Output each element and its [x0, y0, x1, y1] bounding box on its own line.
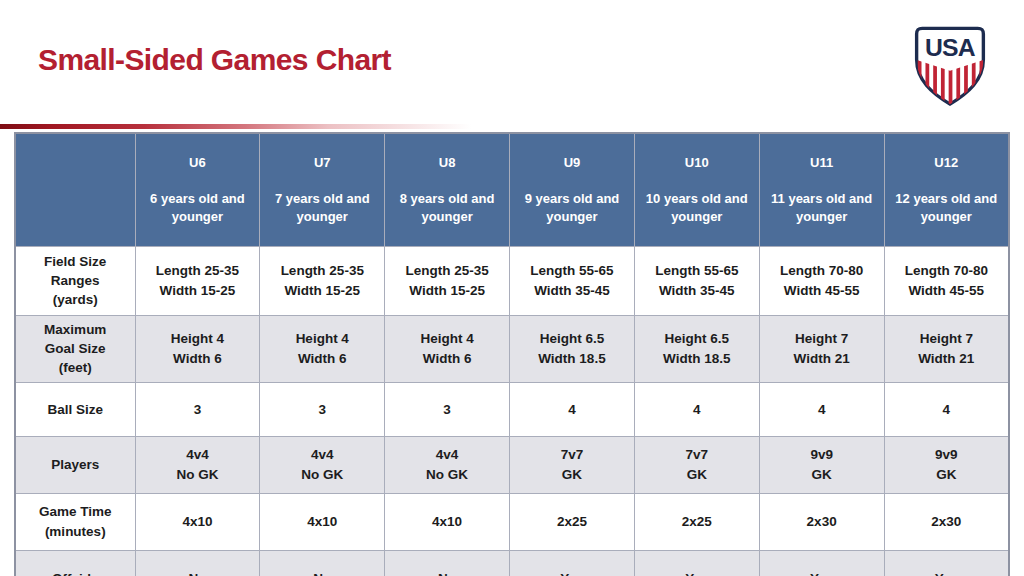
usa-soccer-crest-logo: USA [912, 25, 988, 109]
table-row-players: Players 4v4 No GK 4v4 No GK 4v4 No GK 7v… [15, 436, 1009, 493]
table-cell: 4 [759, 382, 884, 436]
table-cell: Length 70-80 Width 45-55 [759, 246, 884, 315]
table-row-offside: Offside No No No Yes Yes Yes Yes [15, 550, 1009, 576]
table-cell: Yes [884, 550, 1009, 576]
row-label-offside: Offside [15, 550, 135, 576]
table-cell: Height 7 Width 21 [884, 315, 1009, 382]
age-group-desc: 10 years old and younger [639, 190, 755, 226]
row-label-ball-size: Ball Size [15, 382, 135, 436]
age-group-desc: 12 years old and younger [889, 190, 1004, 226]
table-cell: Yes [634, 550, 759, 576]
table-cell: 4x10 [260, 493, 385, 550]
table-cell: Length 25-35 Width 15-25 [385, 246, 510, 315]
row-label-game-time: Game Time (minutes) [15, 493, 135, 550]
table-cell: 3 [135, 382, 260, 436]
age-group-code: U8 [389, 154, 505, 172]
column-header-u6: U6 6 years old and younger [135, 133, 260, 246]
table-cell: Yes [510, 550, 635, 576]
table-cell: 7v7 GK [510, 436, 635, 493]
table-cell: 3 [385, 382, 510, 436]
age-group-code: U10 [639, 154, 755, 172]
table-row-ball-size: Ball Size 3 3 3 4 4 4 4 [15, 382, 1009, 436]
column-header-u9: U9 9 years old and younger [510, 133, 635, 246]
table-cell: 7v7 GK [634, 436, 759, 493]
table-row-field-size: Field Size Ranges (yards) Length 25-35 W… [15, 246, 1009, 315]
small-sided-games-table: U6 6 years old and younger U7 7 years ol… [14, 132, 1010, 576]
age-group-desc: 11 years old and younger [764, 190, 880, 226]
table-cell: Length 25-35 Width 15-25 [135, 246, 260, 315]
column-header-u11: U11 11 years old and younger [759, 133, 884, 246]
table-cell: Yes [759, 550, 884, 576]
age-group-code: U6 [140, 154, 256, 172]
row-label-goal-size: Maximum Goal Size (feet) [15, 315, 135, 382]
table-cell: 4 [510, 382, 635, 436]
column-header-u12: U12 12 years old and younger [884, 133, 1009, 246]
table-cell: 9v9 GK [884, 436, 1009, 493]
row-label-players: Players [15, 436, 135, 493]
column-header-u8: U8 8 years old and younger [385, 133, 510, 246]
table-cell: Height 6.5 Width 18.5 [510, 315, 635, 382]
corner-cell [15, 133, 135, 246]
table-cell: Height 4 Width 6 [260, 315, 385, 382]
table-cell: Length 70-80 Width 45-55 [884, 246, 1009, 315]
row-label-field-size: Field Size Ranges (yards) [15, 246, 135, 315]
age-group-desc: 7 years old and younger [264, 190, 380, 226]
red-divider-rule [0, 124, 1024, 129]
table-cell: 4 [634, 382, 759, 436]
table-row-goal-size: Maximum Goal Size (feet) Height 4 Width … [15, 315, 1009, 382]
table-cell: No [135, 550, 260, 576]
table-cell: 4v4 No GK [135, 436, 260, 493]
column-header-u10: U10 10 years old and younger [634, 133, 759, 246]
header-row: U6 6 years old and younger U7 7 years ol… [15, 133, 1009, 246]
age-group-code: U12 [889, 154, 1004, 172]
table-cell: 2x30 [884, 493, 1009, 550]
table-cell: 2x25 [634, 493, 759, 550]
page-title: Small-Sided Games Chart [38, 43, 391, 77]
age-group-desc: 6 years old and younger [140, 190, 256, 226]
age-group-code: U11 [764, 154, 880, 172]
table-cell: 9v9 GK [759, 436, 884, 493]
age-group-code: U7 [264, 154, 380, 172]
table-cell: Height 4 Width 6 [135, 315, 260, 382]
table-cell: Height 6.5 Width 18.5 [634, 315, 759, 382]
age-group-desc: 8 years old and younger [389, 190, 505, 226]
table-cell: 4x10 [385, 493, 510, 550]
page: Small-Sided Games Chart [0, 0, 1024, 576]
column-header-u7: U7 7 years old and younger [260, 133, 385, 246]
age-group-desc: 9 years old and younger [514, 190, 630, 226]
table-row-game-time: Game Time (minutes) 4x10 4x10 4x10 2x25 … [15, 493, 1009, 550]
table-cell: 2x30 [759, 493, 884, 550]
table-cell: 3 [260, 382, 385, 436]
table-cell: 4 [884, 382, 1009, 436]
table-cell: Length 55-65 Width 35-45 [510, 246, 635, 315]
table-cell: 4v4 No GK [385, 436, 510, 493]
age-group-code: U9 [514, 154, 630, 172]
table-cell: 2x25 [510, 493, 635, 550]
table-cell: No [385, 550, 510, 576]
table-cell: No [260, 550, 385, 576]
table-cell: Height 4 Width 6 [385, 315, 510, 382]
table-cell: Length 55-65 Width 35-45 [634, 246, 759, 315]
table-cell: Length 25-35 Width 15-25 [260, 246, 385, 315]
crest-usa-text: USA [925, 34, 976, 61]
table-cell: 4v4 No GK [260, 436, 385, 493]
table-cell: 4x10 [135, 493, 260, 550]
table-cell: Height 7 Width 21 [759, 315, 884, 382]
shield-icon: USA [912, 25, 988, 109]
